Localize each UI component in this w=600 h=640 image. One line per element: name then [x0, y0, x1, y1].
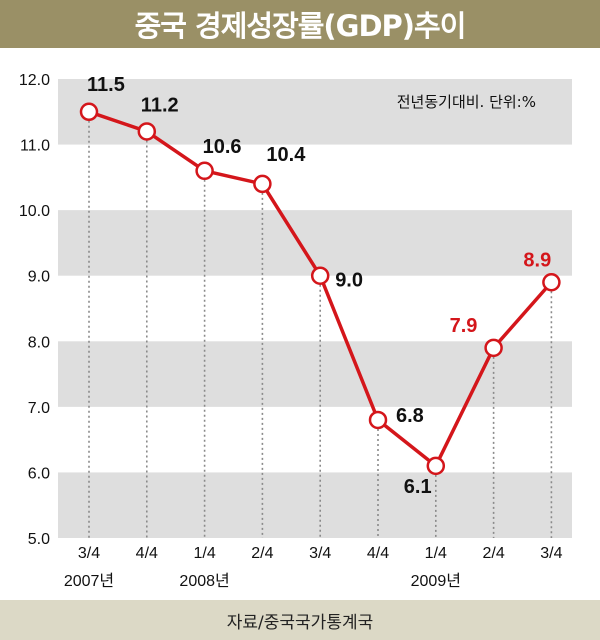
data-label: 6.1 [404, 476, 432, 498]
x-tick-label: 3/4 [540, 545, 562, 562]
x-axis-ticks: 3/4 4/4 1/4 2/4 3/4 4/4 1/4 2/4 3/4 [78, 545, 563, 562]
x-tick-label: 4/4 [136, 545, 158, 562]
data-point [79, 102, 99, 122]
y-tick-label: 8.0 [28, 334, 50, 351]
y-tick-label: 11.0 [20, 138, 50, 155]
y-tick-label: 5.0 [28, 531, 50, 548]
y-tick-label: 6.0 [28, 465, 50, 482]
data-point [542, 273, 561, 292]
data-label: 8.9 [523, 249, 551, 271]
data-point [484, 338, 503, 358]
y-tick-label: 9.0 [28, 269, 50, 286]
data-label: 10.4 [266, 144, 306, 166]
data-point [426, 456, 446, 476]
data-labels: 11.5 11.2 10.6 10.4 9.0 6.8 6.1 7.9 8.9 [87, 74, 551, 498]
data-point [310, 266, 330, 285]
data-point [253, 174, 272, 194]
data-label: 7.9 [450, 315, 478, 337]
y-tick-label: 12.0 [19, 72, 50, 89]
x-tick-label: 1/4 [425, 545, 447, 562]
data-label: 9.0 [335, 270, 363, 292]
drop-lines [88, 120, 553, 538]
y-tick-label: 7.0 [28, 400, 50, 417]
year-label: 2007년 [64, 572, 114, 590]
x-tick-label: 1/4 [193, 545, 215, 562]
chart-plot: 5.0 6.0 7.0 8.0 9.0 10.0 11.0 12.0 11.5 11.2 10.6… [19, 72, 572, 590]
y-axis-ticks: 5.0 6.0 7.0 8.0 9.0 10.0 11.0 12.0 [19, 72, 50, 548]
data-point [137, 122, 157, 141]
data-point [368, 410, 388, 430]
data-label: 6.8 [396, 405, 424, 427]
data-label: 11.2 [141, 94, 179, 116]
x-tick-label: 2/4 [251, 545, 273, 562]
x-tick-label: 2/4 [482, 545, 504, 562]
chart-title-bar: 중국 경제성장률(GDP)추이 [0, 0, 600, 48]
data-label: 11.5 [87, 74, 125, 96]
series-line [88, 110, 553, 468]
data-label: 10.6 [203, 136, 242, 158]
grid-band [58, 79, 572, 145]
source-text: 자료/중국국가통계국 [226, 612, 374, 633]
data-points [79, 102, 561, 476]
x-tick-label: 4/4 [367, 545, 389, 562]
year-label: 2009년 [411, 572, 461, 590]
year-label: 2008년 [179, 572, 229, 590]
y-tick-label: 10.0 [19, 203, 50, 220]
grid-bands [58, 79, 572, 538]
year-labels: 2007년 2008년 2009년 [64, 572, 461, 590]
unit-note: 전년동기대비. 단위:% [397, 93, 536, 111]
grid-band [58, 472, 572, 538]
x-tick-label: 3/4 [309, 545, 331, 562]
chart-title: 중국 경제성장률(GDP)추이 [134, 9, 467, 43]
source-bar: 자료/중국국가통계국 [0, 600, 600, 640]
x-tick-label: 3/4 [78, 545, 100, 562]
data-point [195, 161, 214, 181]
